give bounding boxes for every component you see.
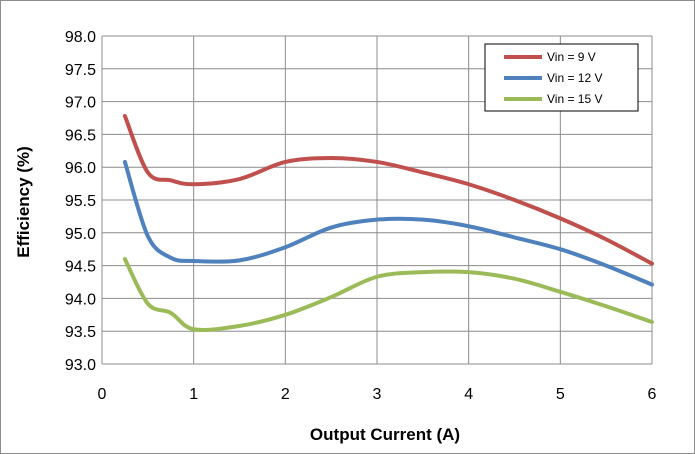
y-tick-label: 95.0 bbox=[65, 226, 96, 243]
series-line-1 bbox=[122, 114, 654, 266]
y-tick-label: 97.0 bbox=[65, 95, 96, 112]
y-tick-label: 95.5 bbox=[65, 193, 96, 210]
legend-label-2: Vin = 12 V bbox=[547, 71, 603, 85]
y-tick-label: 93.5 bbox=[65, 324, 96, 341]
x-tick-label: 6 bbox=[648, 386, 657, 403]
series-line-2 bbox=[122, 159, 654, 287]
legend-label-1: Vin = 9 V bbox=[547, 50, 596, 64]
y-axis-title: Efficiency (%) bbox=[14, 146, 33, 257]
x-tick-label: 4 bbox=[464, 386, 473, 403]
x-tick-label: 5 bbox=[556, 386, 565, 403]
x-axis-title: Output Current (A) bbox=[310, 425, 460, 444]
legend-label-3: Vin = 15 V bbox=[547, 92, 603, 106]
x-tick-label: 0 bbox=[98, 386, 107, 403]
series-layer bbox=[122, 114, 654, 332]
grid-layer bbox=[101, 35, 653, 365]
y-tick-label: 93.0 bbox=[65, 357, 96, 374]
x-tick-label: 3 bbox=[373, 386, 382, 403]
y-tick-label: 98.0 bbox=[65, 29, 96, 46]
legend: Vin = 9 V Vin = 12 V Vin = 15 V bbox=[484, 43, 639, 112]
tick-layer: 93.0 93.5 94.0 94.5 95.0 95.5 96.0 96.5 97.0 97.5… bbox=[65, 29, 657, 403]
series-line-3 bbox=[122, 257, 654, 332]
y-tick-label: 94.0 bbox=[65, 291, 96, 308]
x-tick-label: 2 bbox=[281, 386, 290, 403]
x-tick-label: 1 bbox=[189, 386, 198, 403]
y-tick-label: 97.5 bbox=[65, 62, 96, 79]
y-tick-label: 96.0 bbox=[65, 160, 96, 177]
y-tick-label: 96.5 bbox=[65, 127, 96, 144]
y-tick-label: 94.5 bbox=[65, 259, 96, 276]
